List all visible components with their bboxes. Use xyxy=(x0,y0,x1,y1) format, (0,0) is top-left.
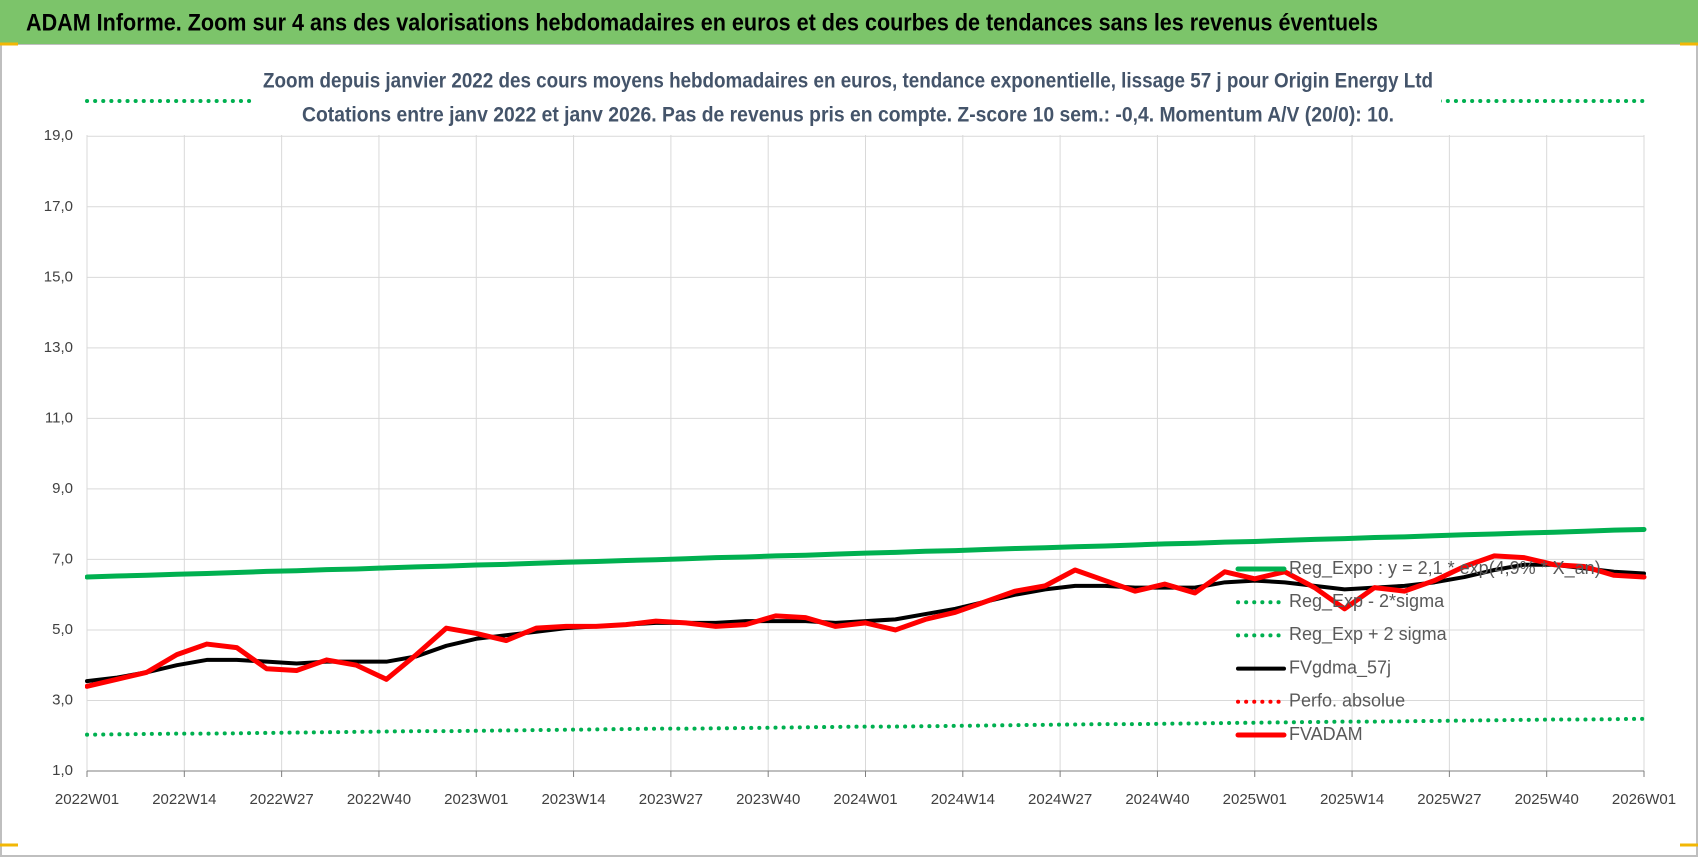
x-tick-label: 2025W01 xyxy=(1223,791,1287,808)
x-tick-label: 2023W14 xyxy=(541,791,605,808)
y-tick-label: 15,0 xyxy=(44,268,73,285)
y-tick-label: 3,0 xyxy=(52,691,73,708)
x-tick-label: 2024W14 xyxy=(931,791,995,808)
series-line xyxy=(85,553,1647,689)
x-tick-label: 2022W27 xyxy=(250,791,314,808)
series-line xyxy=(85,716,1646,737)
legend-label: Reg_Expo : y = 2,1 * exp(4,9% * X_an) xyxy=(1289,558,1601,579)
x-tick-label: 2025W27 xyxy=(1417,791,1481,808)
x-tick-label: 2024W40 xyxy=(1125,791,1189,808)
x-tick-label: 2024W01 xyxy=(833,791,897,808)
x-tick-label: 2022W01 xyxy=(55,791,119,808)
legend-label: FVgdma_57j xyxy=(1289,657,1391,678)
legend-label: Perfo. absolue xyxy=(1289,691,1405,711)
y-tick-label: 17,0 xyxy=(44,198,73,215)
x-tick-label: 2023W01 xyxy=(444,791,508,808)
title-background xyxy=(255,62,1441,132)
y-tick-label: 1,0 xyxy=(52,762,73,779)
x-tick-label: 2024W27 xyxy=(1028,791,1092,808)
chart-subtitle: Cotations entre janv 2022 et janv 2026. … xyxy=(302,104,1394,127)
x-tick-label: 2023W40 xyxy=(736,791,800,808)
x-tick-label: 2022W40 xyxy=(347,791,411,808)
x-tick-label: 2022W14 xyxy=(152,791,216,808)
header-bar xyxy=(0,0,1698,44)
x-tick-label: 2026W01 xyxy=(1612,791,1676,808)
legend-label: FVADAM xyxy=(1289,724,1363,744)
header-title: ADAM Informe. Zoom sur 4 ans des valoris… xyxy=(26,9,1378,36)
y-tick-label: 7,0 xyxy=(52,550,73,567)
chart-subtitle: Zoom depuis janvier 2022 des cours moyen… xyxy=(263,70,1433,93)
x-tick-label: 2025W40 xyxy=(1515,791,1579,808)
y-tick-label: 19,0 xyxy=(44,127,73,144)
y-tick-label: 13,0 xyxy=(44,339,73,356)
series-line xyxy=(85,526,1647,580)
legend-label: Reg_Exp - 2*sigma xyxy=(1289,591,1445,612)
x-tick-label: 2023W27 xyxy=(639,791,703,808)
y-tick-label: 11,0 xyxy=(45,409,73,426)
x-tick-label: 2025W14 xyxy=(1320,791,1384,808)
y-tick-label: 9,0 xyxy=(52,480,73,497)
legend-label: Reg_Exp + 2 sigma xyxy=(1289,624,1448,645)
y-tick-label: 5,0 xyxy=(52,621,73,638)
